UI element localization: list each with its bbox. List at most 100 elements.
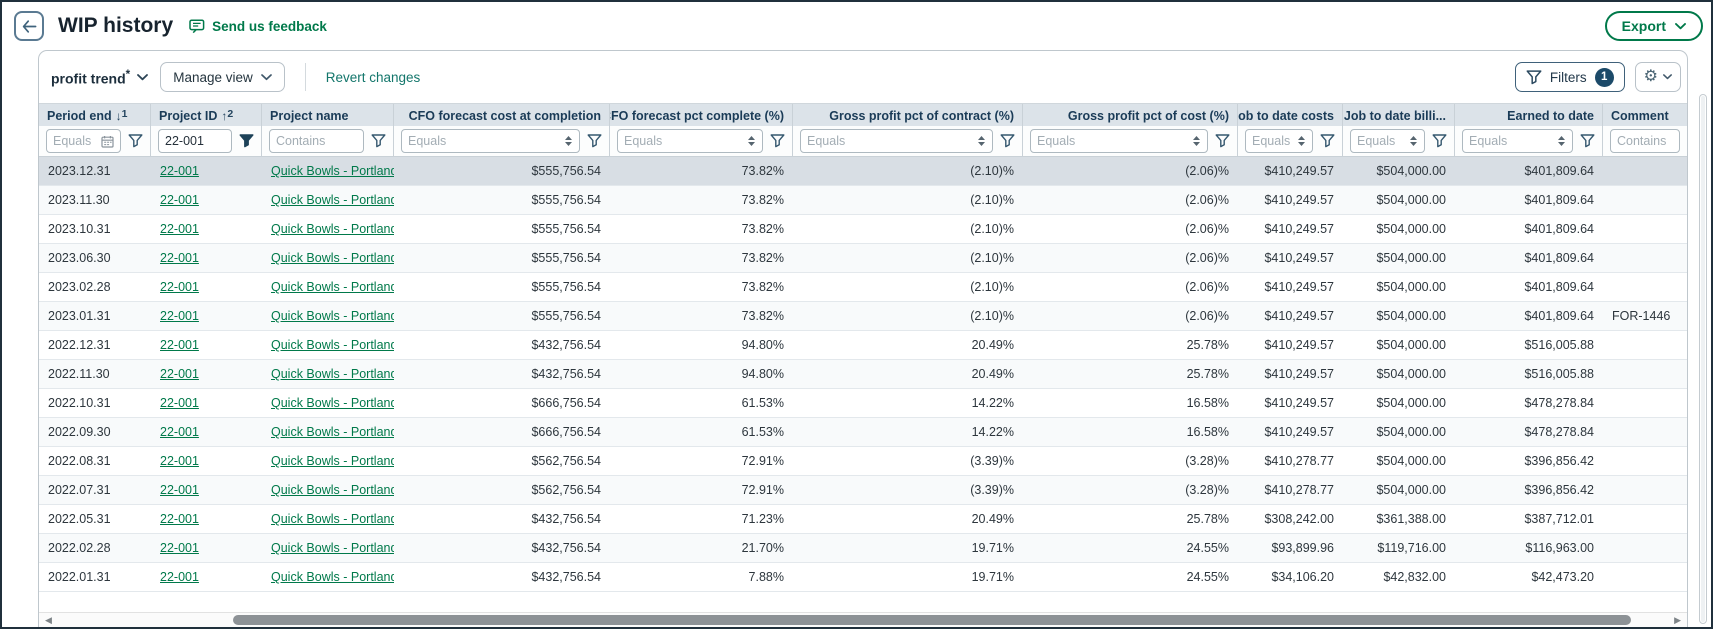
table-row[interactable]: 2023.01.31 22-001 Quick Bowls - Portland $5… <box>39 302 1687 331</box>
filter-select[interactable]: Equals <box>401 129 580 153</box>
filter-select[interactable]: Equals <box>617 129 763 153</box>
project-id-link[interactable]: 22-001 <box>160 541 199 555</box>
table-row[interactable]: 2023.11.30 22-001 Quick Bowls - Portland $5… <box>39 186 1687 215</box>
column-header-project-name[interactable]: Project name <box>262 104 393 126</box>
funnel-icon[interactable] <box>1000 134 1015 148</box>
column-header-project-id[interactable]: Project ID ↑ 2 <box>151 104 261 126</box>
project-id-link[interactable]: 22-001 <box>160 338 199 352</box>
cell-earned-to-date: $401,809.64 <box>1524 309 1594 323</box>
project-name-link[interactable]: Quick Bowls - Portland <box>271 280 394 294</box>
project-name-link[interactable]: Quick Bowls - Portland <box>271 425 394 439</box>
scroll-right-arrow-icon[interactable]: ▶ <box>1674 615 1681 625</box>
vertical-scrollbar-thumb[interactable] <box>1701 96 1705 622</box>
filter-text-input[interactable] <box>276 134 357 148</box>
horizontal-scrollbar-thumb[interactable] <box>233 615 1631 625</box>
table-row[interactable]: 2022.05.31 22-001 Quick Bowls - Portland $4… <box>39 505 1687 534</box>
project-id-link[interactable]: 22-001 <box>160 164 199 178</box>
view-selector[interactable]: profit trend* <box>51 68 149 86</box>
column-filter-project-name <box>262 126 393 156</box>
project-id-link[interactable]: 22-001 <box>160 193 199 207</box>
column-header-job-to-date-billings[interactable]: Job to date billi... <box>1343 104 1454 126</box>
table-row[interactable]: 2022.08.31 22-001 Quick Bowls - Portland $5… <box>39 447 1687 476</box>
project-name-link[interactable]: Quick Bowls - Portland <box>271 164 394 178</box>
column-header-earned-to-date[interactable]: Earned to date <box>1455 104 1602 126</box>
back-button[interactable] <box>14 11 44 41</box>
filter-select[interactable]: Equals <box>1030 129 1208 153</box>
vertical-scrollbar[interactable] <box>1699 94 1707 624</box>
filter-text-input[interactable] <box>1617 134 1673 148</box>
funnel-icon[interactable] <box>587 134 602 148</box>
horizontal-scrollbar[interactable]: ◀ ▶ <box>39 612 1687 627</box>
project-id-link[interactable]: 22-001 <box>160 309 199 323</box>
project-id-link[interactable]: 22-001 <box>160 396 199 410</box>
filter-select[interactable]: Equals <box>1245 129 1313 153</box>
export-button[interactable]: Export <box>1604 11 1703 41</box>
filters-button[interactable]: Filters 1 <box>1514 62 1625 92</box>
table-row[interactable]: 2022.12.31 22-001 Quick Bowls - Portland $4… <box>39 331 1687 360</box>
project-id-link[interactable]: 22-001 <box>160 512 199 526</box>
project-name-link[interactable]: Quick Bowls - Portland <box>271 512 394 526</box>
table-row[interactable]: 2022.07.31 22-001 Quick Bowls - Portland $5… <box>39 476 1687 505</box>
project-name-link[interactable]: Quick Bowls - Portland <box>271 309 394 323</box>
filter-input[interactable] <box>269 129 364 153</box>
table-row[interactable]: 2023.06.30 22-001 Quick Bowls - Portland $5… <box>39 244 1687 273</box>
project-id-link[interactable]: 22-001 <box>160 367 199 381</box>
column-header-job-to-date-costs[interactable]: Job to date costs <box>1238 104 1342 126</box>
column-header-period-end[interactable]: Period end ↓ 1 <box>39 104 150 126</box>
funnel-icon[interactable] <box>1320 134 1335 148</box>
funnel-icon[interactable] <box>770 134 785 148</box>
project-name-link[interactable]: Quick Bowls - Portland <box>271 367 394 381</box>
send-feedback-link[interactable]: Send us feedback <box>189 19 327 34</box>
table-row[interactable]: 2022.09.30 22-001 Quick Bowls - Portland $6… <box>39 418 1687 447</box>
project-name-link[interactable]: Quick Bowls - Portland <box>271 483 394 497</box>
funnel-icon[interactable] <box>1215 134 1230 148</box>
filter-date-input[interactable] <box>53 134 97 148</box>
funnel-icon[interactable] <box>1432 134 1447 148</box>
filter-input[interactable] <box>158 129 232 153</box>
project-name-link[interactable]: Quick Bowls - Portland <box>271 396 394 410</box>
project-name-link[interactable]: Quick Bowls - Portland <box>271 541 394 555</box>
funnel-icon[interactable] <box>371 134 386 148</box>
manage-view-button[interactable]: Manage view <box>160 62 285 92</box>
table-settings-button[interactable]: ⚙ <box>1634 62 1681 92</box>
filter-input[interactable] <box>1610 129 1680 153</box>
funnel-icon[interactable] <box>128 134 143 148</box>
table-row[interactable]: 2022.11.30 22-001 Quick Bowls - Portland $4… <box>39 360 1687 389</box>
table-row[interactable]: 2022.10.31 22-001 Quick Bowls - Portland $6… <box>39 389 1687 418</box>
filter-text-input[interactable] <box>165 134 225 148</box>
filter-input[interactable] <box>46 129 121 153</box>
filter-select[interactable]: Equals <box>1350 129 1425 153</box>
column-header-comment[interactable]: Comment <box>1603 104 1687 126</box>
column-header-cfo-forecast-cost-at-completion[interactable]: CFO forecast cost at completion <box>394 104 609 126</box>
table-row[interactable]: 2023.10.31 22-001 Quick Bowls - Portland $5… <box>39 215 1687 244</box>
funnel-filled-icon[interactable] <box>239 134 254 148</box>
project-name-link[interactable]: Quick Bowls - Portland <box>271 454 394 468</box>
column-header-gross-profit-pct-of-contract[interactable]: Gross profit pct of contract (%) <box>793 104 1022 126</box>
column-header-cfo-forecast-pct-complete[interactable]: CFO forecast pct complete (%) <box>610 104 792 126</box>
spinner-updown-icon <box>747 135 756 147</box>
column-header-gross-profit-pct-of-cost[interactable]: Gross profit pct of cost (%) <box>1023 104 1237 126</box>
table-row[interactable]: 2022.01.31 22-001 Quick Bowls - Portland $4… <box>39 563 1687 592</box>
table-row[interactable]: 2022.02.28 22-001 Quick Bowls - Portland $4… <box>39 534 1687 563</box>
table-row[interactable]: 2023.02.28 22-001 Quick Bowls - Portland $5… <box>39 273 1687 302</box>
filter-select[interactable]: Equals <box>1462 129 1573 153</box>
scroll-left-arrow-icon[interactable]: ◀ <box>45 615 52 625</box>
cell-earned-to-date: $401,809.64 <box>1524 222 1594 236</box>
cell-earned-to-date: $396,856.42 <box>1524 483 1594 497</box>
project-id-link[interactable]: 22-001 <box>160 425 199 439</box>
filter-select[interactable]: Equals <box>800 129 993 153</box>
project-name-link[interactable]: Quick Bowls - Portland <box>271 251 394 265</box>
revert-changes-link[interactable]: Revert changes <box>325 69 421 85</box>
project-id-link[interactable]: 22-001 <box>160 222 199 236</box>
project-id-link[interactable]: 22-001 <box>160 570 199 584</box>
project-name-link[interactable]: Quick Bowls - Portland <box>271 338 394 352</box>
funnel-icon[interactable] <box>1580 134 1595 148</box>
project-id-link[interactable]: 22-001 <box>160 454 199 468</box>
project-name-link[interactable]: Quick Bowls - Portland <box>271 222 394 236</box>
project-id-link[interactable]: 22-001 <box>160 251 199 265</box>
project-name-link[interactable]: Quick Bowls - Portland <box>271 570 394 584</box>
project-name-link[interactable]: Quick Bowls - Portland <box>271 193 394 207</box>
table-row[interactable]: 2023.12.31 22-001 Quick Bowls - Portland $5… <box>39 157 1687 186</box>
project-id-link[interactable]: 22-001 <box>160 483 199 497</box>
project-id-link[interactable]: 22-001 <box>160 280 199 294</box>
